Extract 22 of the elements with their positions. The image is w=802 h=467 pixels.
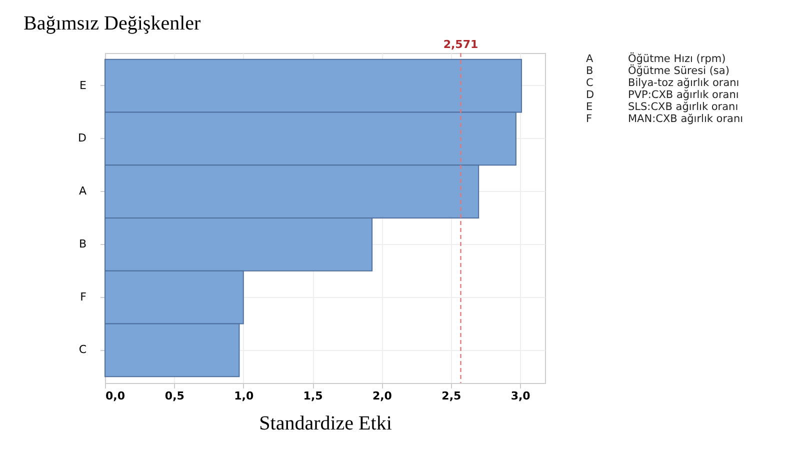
x-tick-label: 0,5 bbox=[164, 390, 184, 402]
y-tick-label: C bbox=[78, 343, 87, 356]
x-tick-label: 1,0 bbox=[234, 390, 254, 402]
text: F MAN:CXB ağırlık oranı bbox=[586, 113, 744, 125]
x-tick-label: 1,5 bbox=[303, 390, 323, 402]
y-tick-label: B bbox=[78, 237, 86, 250]
text: B Öğütme Süresi (sa) bbox=[586, 65, 730, 77]
x-tick-label: 3,0 bbox=[510, 390, 531, 402]
text: A Öğütme Hızı (rpm) bbox=[586, 53, 726, 65]
text: E SLS:CXB ağırlık oranı bbox=[586, 101, 738, 113]
text: C Bilya-toz ağırlık oranı bbox=[586, 77, 740, 89]
text: D PVP:CXB ağırlık oranı bbox=[586, 89, 739, 101]
y-tick-label: F bbox=[80, 290, 86, 304]
x-tick-label: 2,5 bbox=[442, 390, 462, 402]
x-tick-label: 0,0 bbox=[106, 390, 126, 402]
y-axis-title: Bağımsız Değişkenler bbox=[24, 12, 202, 34]
y-tick-label: E bbox=[80, 78, 87, 92]
x-axis-title: Standardize Etki bbox=[259, 412, 392, 434]
y-tick-label: A bbox=[78, 184, 87, 198]
ref-line-label: 2,571 bbox=[443, 38, 478, 51]
x-tick-label: 2,0 bbox=[372, 390, 392, 402]
y-tick-label: D bbox=[78, 132, 86, 145]
